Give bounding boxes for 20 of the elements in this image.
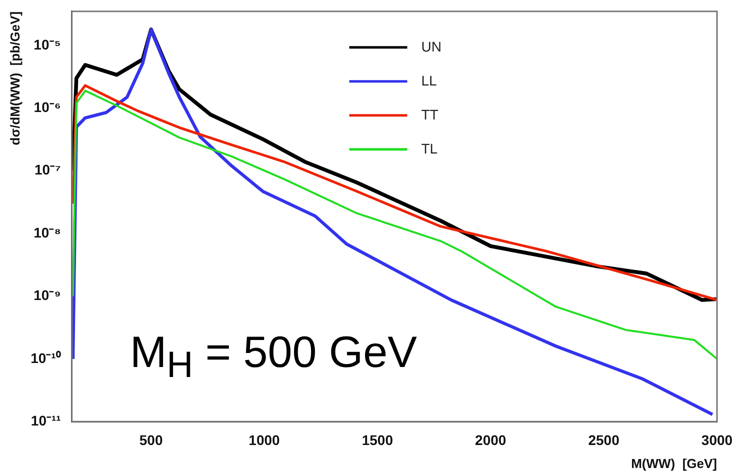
- y-tick-label: 10⁻⁸: [34, 224, 61, 240]
- legend-label: TT: [421, 106, 439, 122]
- x-tick-label: 1500: [362, 432, 394, 448]
- y-tick-label: 10⁻⁶: [34, 99, 61, 116]
- x-axis-title: M(WW) [GeV]: [631, 456, 717, 471]
- x-tick-label: 500: [139, 432, 163, 448]
- x-tick-label: 2000: [475, 432, 506, 448]
- x-tick-label: 1000: [248, 432, 280, 448]
- y-tick-label: 10⁻⁹: [34, 287, 61, 304]
- annotation: M$_{H}$ = 500 GeV: [130, 328, 417, 386]
- legend-label: UN: [421, 38, 442, 54]
- y-axis-title: dσ/dM(WW) [pb/GeV]: [7, 11, 22, 146]
- y-tick-label: 10⁻⁵: [34, 36, 61, 52]
- x-tick-label: 3000: [701, 432, 733, 448]
- y-tick-label: 10⁻¹¹: [30, 412, 62, 428]
- x-tick-label: 2500: [588, 432, 620, 448]
- y-tick-label: 10⁻⁷: [34, 162, 62, 178]
- legend-label: LL: [421, 72, 438, 88]
- legend-label: TL: [421, 140, 438, 156]
- y-tick-label: 10⁻¹⁰: [30, 350, 61, 366]
